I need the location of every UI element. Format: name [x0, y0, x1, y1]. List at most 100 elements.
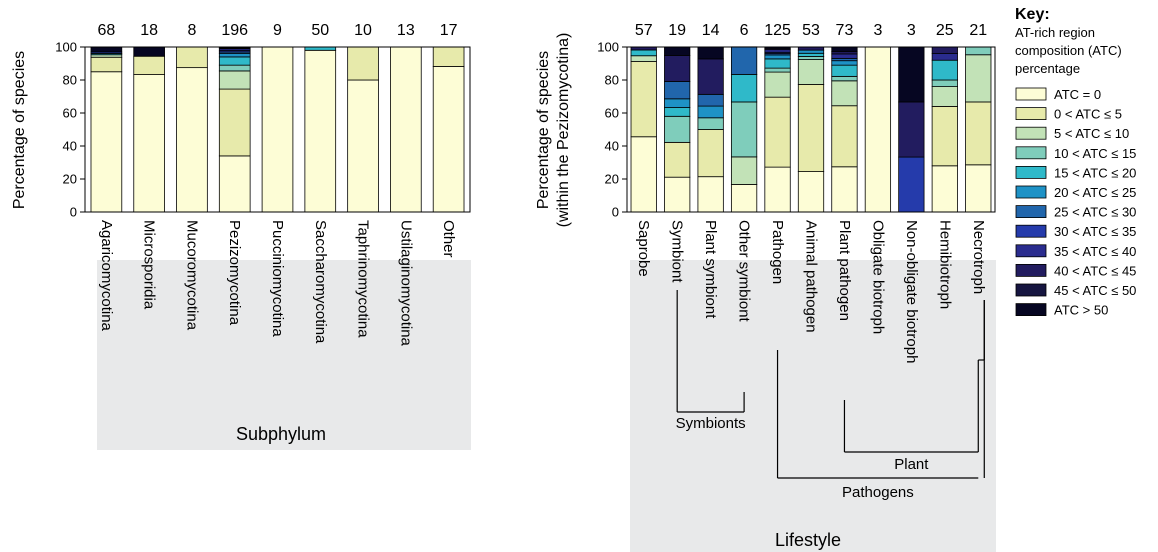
- bar-segment-plant-symbiont-5: [697, 105, 724, 119]
- legend-title: Key:: [1015, 6, 1050, 23]
- bar-segment-necrotroph-2: [965, 54, 992, 103]
- bar-segment-plant-symbiont-1: [697, 129, 724, 178]
- bracket-pathogens: Pathogens: [776, 300, 985, 501]
- lifestyle-chart: 57 Saprobe 19 Symbiont 14 Plant symbiont 6 Othe…: [535, 22, 996, 550]
- category-label-taphrinomycotina: Taphrinomycotina: [355, 220, 372, 338]
- legend-swatch-5: [1015, 185, 1047, 199]
- bar-segment-other-1: [432, 46, 465, 67]
- bracket-label-symbionts: Symbionts: [676, 415, 746, 432]
- count-label-obligate-biotroph: 3: [873, 22, 882, 39]
- legend-subtitle-line-1: composition (ATC): [1015, 43, 1122, 58]
- count-label-saccharomycotina: 50: [311, 22, 329, 39]
- bar-segment-hemibiotroph-9: [931, 46, 958, 54]
- bracket-plant: Plant: [843, 360, 979, 473]
- category-label-non-obligate-biotroph: Non-obligate biotroph: [903, 220, 920, 363]
- y-tick-label-60: 60: [63, 106, 77, 121]
- category-label-hemibiotroph: Hemibiotroph: [936, 220, 953, 309]
- count-label-animal-pathogen: 53: [802, 22, 820, 39]
- category-label-pathogen: Pathogen: [769, 220, 786, 284]
- y-tick-label-100: 100: [55, 40, 77, 55]
- bar-segment-other-0: [432, 66, 465, 213]
- x-axis-label: Lifestyle: [775, 530, 841, 550]
- legend-item-label-5: 20 < ATC ≤ 25: [1054, 185, 1136, 200]
- bar-segment-symbiont-3: [664, 115, 691, 143]
- legend-swatch-6: [1015, 205, 1047, 219]
- bar-segment-agaricomycotina-11: [90, 46, 123, 53]
- legend-swatch-2: [1015, 126, 1047, 140]
- count-label-ustilaginomycotina: 13: [397, 22, 415, 39]
- bar-segment-non-obligate-biotroph-9: [898, 101, 925, 158]
- bar-segment-plant-symbiont-6: [697, 93, 724, 107]
- count-label-other-symbiont: 6: [740, 22, 749, 39]
- count-label-symbiont: 19: [668, 22, 686, 39]
- y-tick-label-80: 80: [63, 73, 77, 88]
- bar-segment-animal-pathogen-5: [797, 49, 825, 54]
- bar-segment-saprobe-2: [630, 55, 657, 62]
- legend-swatch-1: [1015, 107, 1047, 120]
- plot-frame: [84, 46, 471, 213]
- bar-segment-animal-pathogen-4: [797, 52, 825, 57]
- lifestyle-label-panel: [630, 260, 996, 552]
- bar-segment-plant-symbiont-0: [697, 176, 724, 213]
- legend-swatch-8: [1015, 244, 1047, 258]
- category-label-other-symbiont: Other symbiont: [736, 220, 753, 323]
- legend-item-label-3: 10 < ATC ≤ 15: [1054, 146, 1136, 161]
- legend-subtitle-line-0: AT-rich region: [1015, 25, 1095, 40]
- bar-segment-mucoromycotina-0: [176, 67, 208, 213]
- count-label-other: 17: [440, 22, 458, 39]
- count-label-hemibiotroph: 25: [936, 22, 954, 39]
- bar-segment-animal-pathogen-1: [797, 84, 825, 172]
- category-label-necrotroph: Necrotroph: [970, 220, 987, 294]
- bar-segment-plant-symbiont-11: [697, 46, 724, 60]
- y-tick-label-0: 0: [612, 205, 619, 220]
- y-axis-label: Percentage of species: [11, 51, 28, 209]
- bar-segment-symbiont-6: [664, 81, 691, 100]
- count-label-pathogen: 125: [764, 22, 791, 39]
- bar-segment-agaricomycotina-1: [90, 56, 123, 73]
- y-tick-label-20: 20: [63, 172, 77, 187]
- legend-item-label-4: 15 < ATC ≤ 20: [1054, 165, 1136, 180]
- bar-segment-plant-pathogen-8: [831, 53, 858, 59]
- bar-segment-plant-symbiont-9: [697, 58, 724, 95]
- legend-item-label-10: 45 < ATC ≤ 50: [1054, 283, 1136, 298]
- count-label-microsporidia: 18: [140, 22, 158, 39]
- legend-swatch-11: [1015, 303, 1047, 317]
- bar-segment-saprobe-1: [630, 61, 657, 138]
- bar-segment-ustilaginomycotina-0: [390, 46, 422, 213]
- bar-segment-plant-pathogen-5: [831, 60, 858, 66]
- bar-segment-hemibiotroph-2: [931, 86, 958, 107]
- bar-segment-animal-pathogen-2: [797, 59, 825, 85]
- count-label-mucoromycotina: 8: [187, 22, 196, 39]
- y-tick-label-60: 60: [605, 106, 619, 121]
- category-label-microsporidia: Microsporidia: [141, 220, 158, 310]
- plot-frame: [626, 46, 996, 213]
- y-axis-label-line-0: Percentage of species: [535, 51, 552, 209]
- category-label-pucciniomycotina: Pucciniomycotina: [269, 220, 286, 337]
- legend-swatch-10: [1015, 283, 1047, 297]
- legend-item-label-0: ATC = 0: [1054, 87, 1101, 102]
- legend-item-label-2: 5 < ATC ≤ 10: [1054, 126, 1129, 141]
- count-label-necrotroph: 21: [969, 22, 987, 39]
- bar-segment-other-symbiont-3: [730, 101, 758, 158]
- bar-segment-symbiont-1: [664, 141, 691, 178]
- bar-segment-plant-pathogen-0: [831, 166, 858, 213]
- count-label-taphrinomycotina: 10: [354, 22, 372, 39]
- category-label-ustilaginomycotina: Ustilaginomycotina: [397, 220, 414, 347]
- bar-segment-necrotroph-0: [965, 164, 992, 213]
- bar-segment-hemibiotroph-0: [931, 165, 958, 213]
- category-label-saprobe: Saprobe: [635, 220, 652, 277]
- bar-segment-taphrinomycotina-1: [347, 46, 379, 81]
- category-label-animal-pathogen: Animal pathogen: [803, 220, 820, 333]
- legend-item-label-6: 25 < ATC ≤ 30: [1054, 205, 1136, 220]
- bar-segment-saprobe-4: [630, 49, 657, 57]
- bar-segment-necrotroph-3: [965, 46, 992, 56]
- bar-segment-non-obligate-biotroph-11: [898, 46, 925, 103]
- subphylum-label-panel: [97, 260, 471, 450]
- bar-segment-animal-pathogen-0: [797, 171, 825, 213]
- legend-item-label-9: 40 < ATC ≤ 45: [1054, 263, 1136, 278]
- bar-segment-hemibiotroph-1: [931, 106, 958, 167]
- y-axis-label-line-1: (within the Pezizomycotina): [555, 33, 572, 228]
- count-label-agaricomycotina: 68: [97, 22, 115, 39]
- category-label-mucoromycotina: Mucoromycotina: [183, 220, 200, 331]
